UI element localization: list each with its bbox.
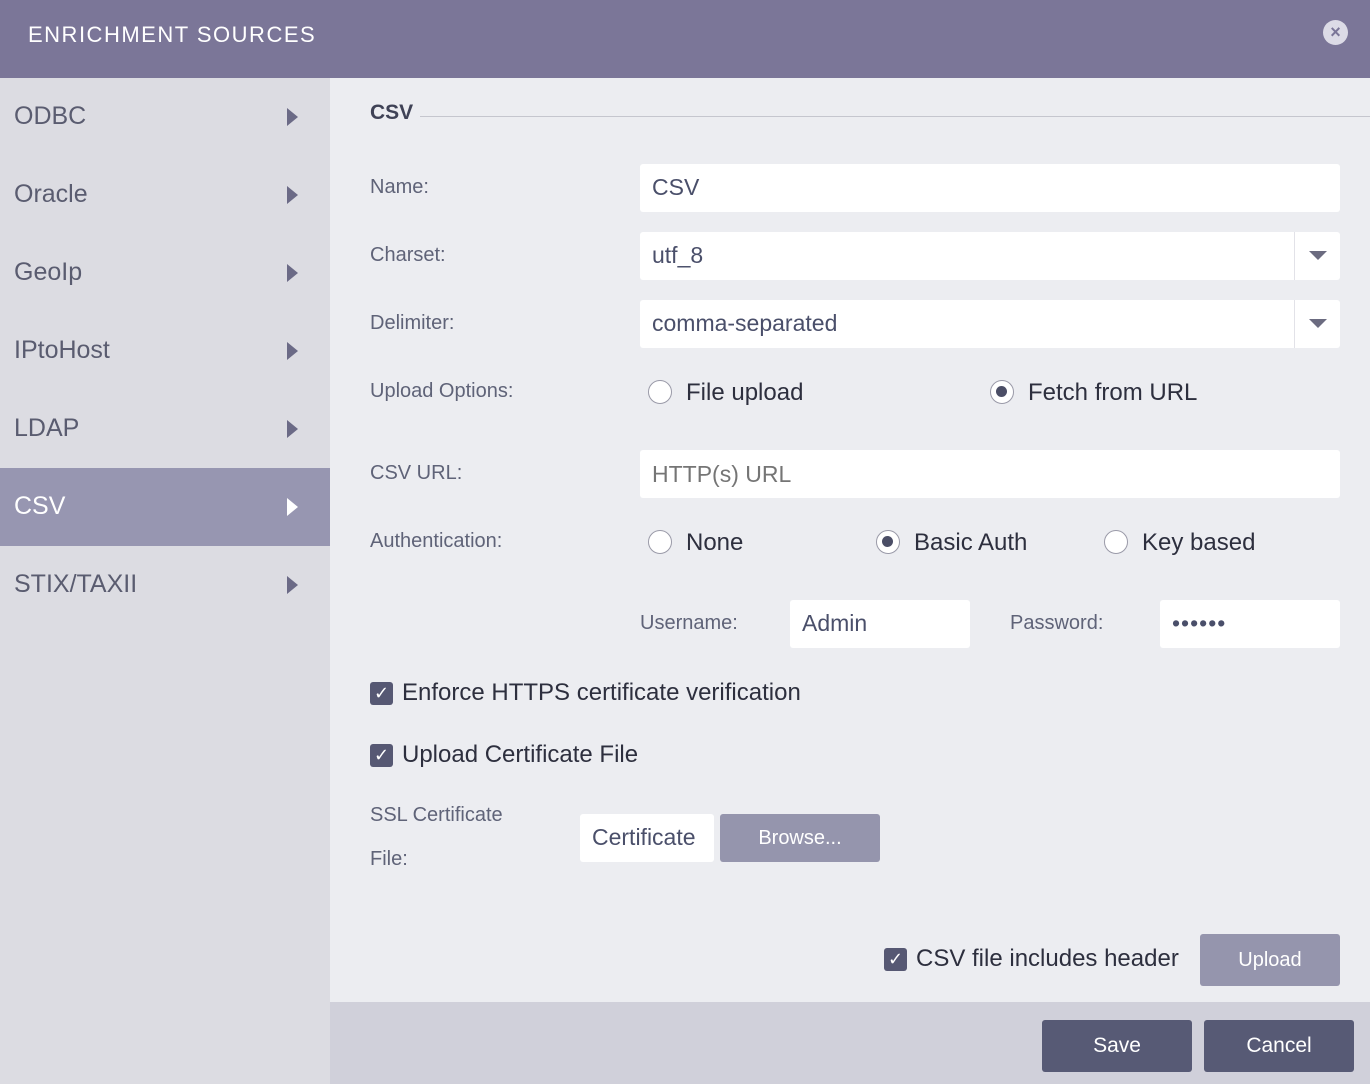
csv-url-input[interactable] [640, 450, 1340, 498]
password-input[interactable]: •••••• [1160, 600, 1340, 648]
charset-label: Charset: [370, 244, 446, 266]
delimiter-select[interactable]: comma-separated [640, 300, 1340, 348]
delimiter-label: Delimiter: [370, 312, 455, 334]
enforce-https-checkbox[interactable]: ✓ [370, 682, 393, 705]
sidebar-item-label: GeoIp [14, 258, 83, 286]
sidebar: ODBC Oracle GeoIp IPtoHost LDAP CSV STIX… [0, 78, 330, 1084]
sidebar-item-label: IPtoHost [14, 336, 110, 364]
file-upload-radio[interactable] [648, 380, 672, 404]
authentication-label: Authentication: [370, 530, 503, 552]
csv-url-label: CSV URL: [370, 462, 463, 484]
section-title: CSV [370, 101, 414, 124]
dialog-header [0, 0, 1370, 78]
dialog-title: ENRICHMENT SOURCES [28, 22, 317, 47]
ssl-cert-label-2: File: [370, 848, 408, 870]
close-icon[interactable]: × [1323, 20, 1348, 45]
sidebar-item-ldap[interactable]: LDAP [0, 390, 330, 468]
name-label: Name: [370, 176, 429, 198]
sidebar-item-odbc[interactable]: ODBC [0, 78, 330, 156]
cancel-button[interactable]: Cancel [1204, 1020, 1354, 1072]
auth-basic-radio[interactable] [876, 530, 900, 554]
sidebar-item-iptohost[interactable]: IPtoHost [0, 312, 330, 390]
auth-none-radio[interactable] [648, 530, 672, 554]
username-input[interactable]: Admin [790, 600, 970, 648]
chevron-down-icon[interactable] [1294, 232, 1340, 280]
save-button[interactable]: Save [1042, 1020, 1192, 1072]
caret-right-icon [287, 342, 298, 360]
sidebar-item-label: CSV [14, 492, 66, 520]
auth-key-label: Key based [1142, 529, 1256, 556]
csv-header-checkbox[interactable]: ✓ [884, 948, 907, 971]
delimiter-value: comma-separated [652, 310, 838, 336]
certificate-field[interactable]: Certificate [580, 814, 714, 862]
upload-button[interactable]: Upload [1200, 934, 1340, 986]
sidebar-item-label: ODBC [14, 102, 87, 130]
sidebar-item-label: Oracle [14, 180, 88, 208]
caret-right-icon [287, 498, 298, 516]
sidebar-item-stix-taxii[interactable]: STIX/TAXII [0, 546, 330, 624]
sidebar-item-geoip[interactable]: GeoIp [0, 234, 330, 312]
csv-header-label: CSV file includes header [916, 945, 1179, 972]
enforce-https-label: Enforce HTTPS certificate verification [402, 679, 801, 706]
fetch-url-radio[interactable] [990, 380, 1014, 404]
caret-right-icon [287, 264, 298, 282]
upload-cert-checkbox[interactable]: ✓ [370, 744, 393, 767]
sidebar-item-csv[interactable]: CSV [0, 468, 330, 546]
auth-basic-label: Basic Auth [914, 529, 1028, 556]
chevron-down-icon[interactable] [1294, 300, 1340, 348]
sidebar-item-label: STIX/TAXII [14, 570, 138, 598]
sidebar-item-label: LDAP [14, 414, 80, 442]
username-label: Username: [640, 612, 738, 634]
upload-options-label: Upload Options: [370, 380, 514, 402]
caret-right-icon [287, 108, 298, 126]
charset-value: utf_8 [652, 242, 704, 268]
browse-button[interactable]: Browse... [720, 814, 880, 862]
sidebar-item-oracle[interactable]: Oracle [0, 156, 330, 234]
auth-none-label: None [686, 529, 744, 556]
caret-right-icon [287, 186, 298, 204]
auth-key-radio[interactable] [1104, 530, 1128, 554]
name-input[interactable]: CSV [640, 164, 1340, 212]
ssl-cert-label: SSL Certificate [370, 804, 503, 826]
caret-right-icon [287, 420, 298, 438]
upload-cert-label: Upload Certificate File [402, 741, 639, 768]
section-divider [420, 116, 1370, 117]
password-label: Password: [1010, 612, 1104, 634]
dialog-footer [330, 1002, 1370, 1084]
file-upload-label: File upload [686, 379, 804, 406]
caret-right-icon [287, 576, 298, 594]
charset-select[interactable]: utf_8 [640, 232, 1340, 280]
fetch-url-label: Fetch from URL [1028, 379, 1198, 406]
